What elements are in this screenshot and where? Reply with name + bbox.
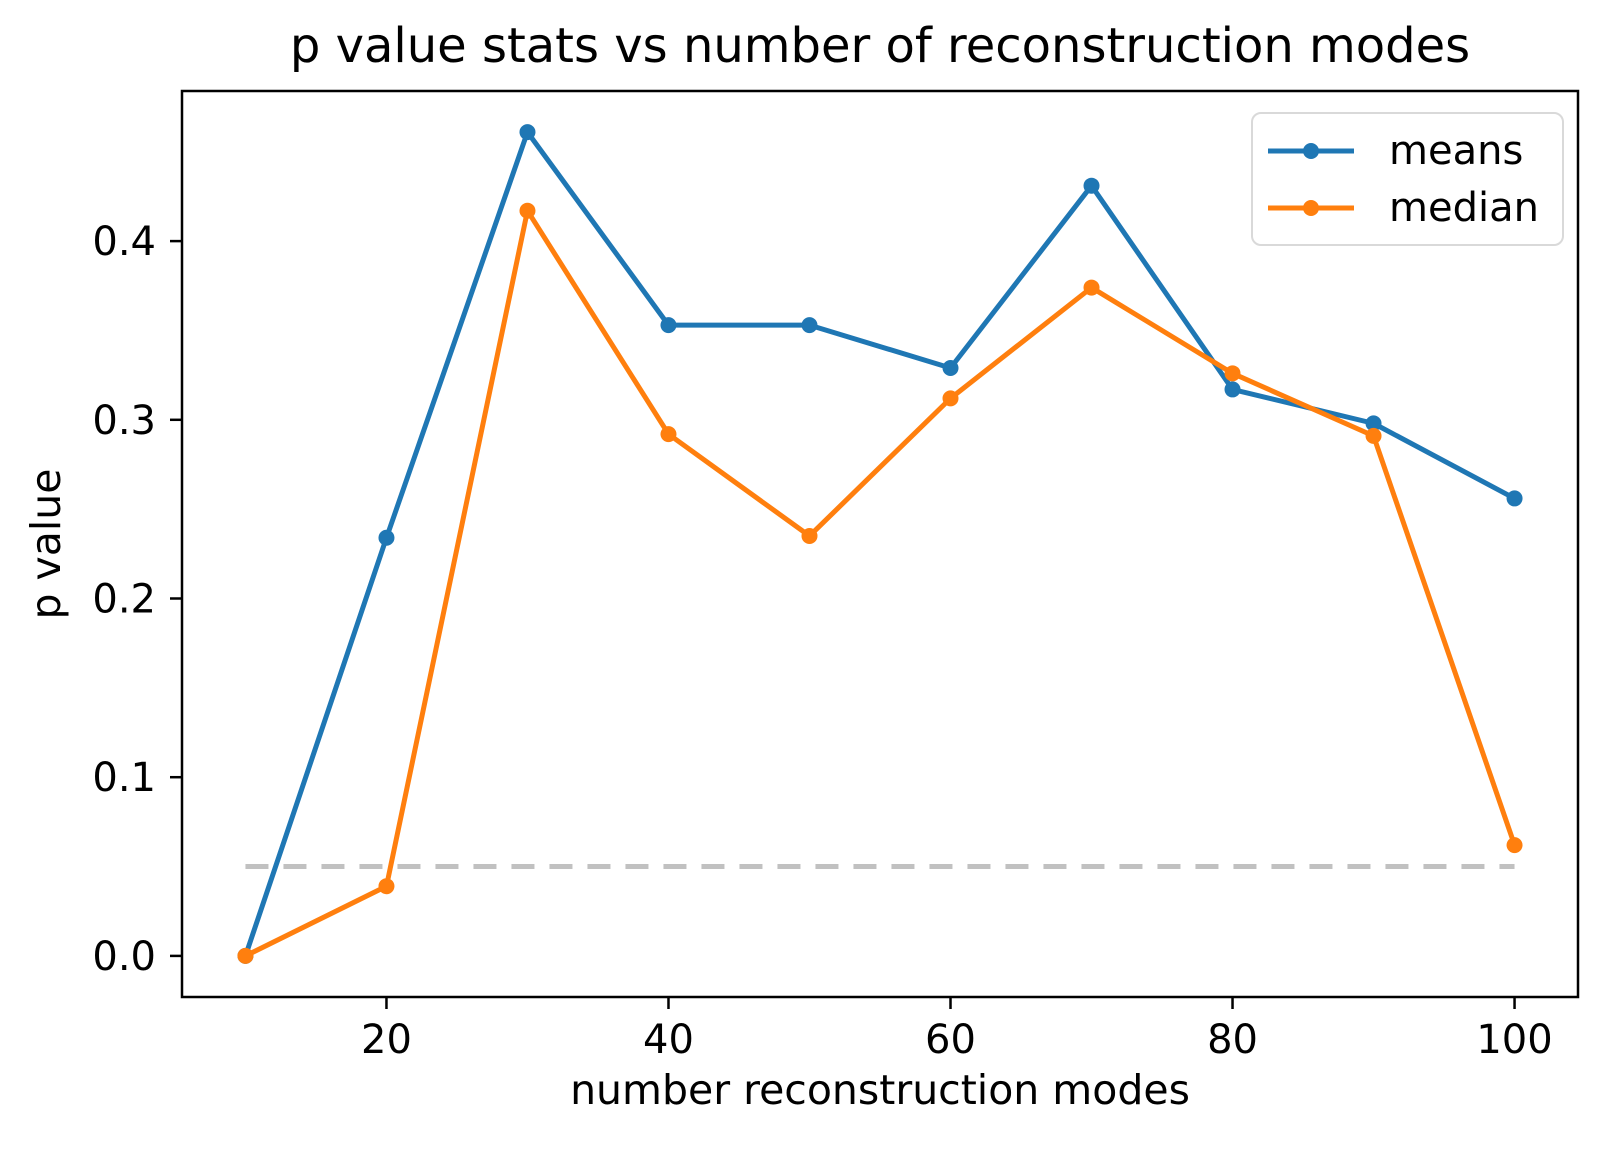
data-point-median-x80 — [1224, 365, 1241, 382]
data-point-median-x60 — [942, 390, 959, 407]
legend-label-median: median — [1389, 184, 1539, 231]
x-tick-label-80: 80 — [1207, 1017, 1258, 1063]
data-point-median-x50 — [801, 527, 818, 544]
y-tick-label-0.2: 0.2 — [92, 577, 156, 623]
data-point-median-x70 — [1083, 279, 1100, 296]
legend-entry-median: median — [1266, 188, 1562, 228]
legend-line-sample-means — [1268, 142, 1354, 159]
x-tick-label-20: 20 — [361, 1017, 412, 1063]
x-tick-label-100: 100 — [1476, 1017, 1552, 1063]
y-tick-label-0.3: 0.3 — [92, 398, 156, 444]
axes-spines — [180, 89, 1580, 999]
data-point-median-x10 — [237, 947, 254, 964]
data-point-median-x100 — [1506, 837, 1523, 854]
data-point-means-x50 — [801, 317, 818, 334]
data-point-means-x30 — [519, 124, 536, 141]
data-point-means-x90 — [1365, 415, 1382, 432]
series-line-means — [242, 129, 1518, 959]
data-point-means-x80 — [1224, 381, 1241, 398]
legend-line-sample-median — [1268, 199, 1354, 216]
series-line-median — [242, 208, 1518, 959]
x-axis-label: number reconstruction modes — [570, 1066, 1190, 1114]
y-tick-label-0.0: 0.0 — [92, 934, 156, 980]
legend: means median — [1251, 112, 1564, 246]
chart-title: p value stats vs number of reconstructio… — [289, 18, 1471, 74]
data-point-median-x40 — [660, 426, 677, 443]
data-point-means-x40 — [660, 317, 677, 334]
data-point-median-x90 — [1365, 427, 1382, 444]
data-point-means-x70 — [1083, 177, 1100, 194]
data-point-means-x60 — [942, 359, 959, 376]
x-tick-label-40: 40 — [643, 1017, 694, 1063]
legend-entry-means: means — [1266, 131, 1562, 171]
data-point-means-x100 — [1506, 490, 1523, 507]
legend-label-means: means — [1389, 127, 1524, 174]
y-tick-label-0.4: 0.4 — [92, 219, 156, 265]
y-axis-label: p value — [22, 468, 70, 620]
y-tick-label-0.1: 0.1 — [92, 755, 156, 801]
data-point-median-x30 — [519, 202, 536, 219]
data-point-median-x20 — [378, 878, 395, 895]
data-point-means-x20 — [378, 529, 395, 546]
x-tick-label-60: 60 — [925, 1017, 976, 1063]
